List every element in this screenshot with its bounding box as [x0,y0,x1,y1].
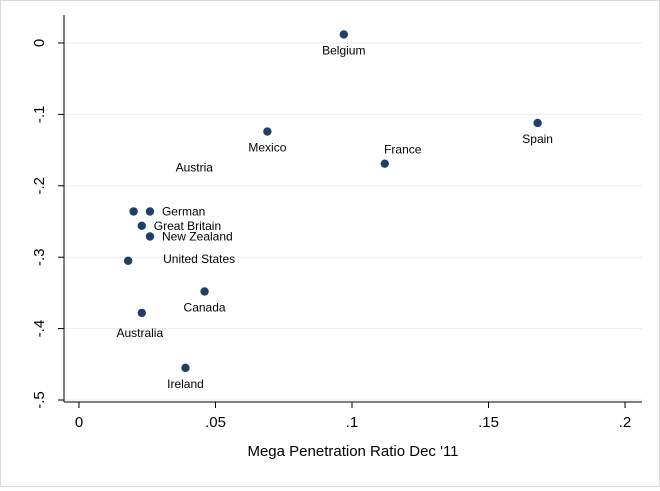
point-label: United States [163,252,235,266]
point-labels: Belgium Spain Mexico France Austria GermanGre… [116,43,553,390]
point-label: Mexico [248,141,286,155]
point-label: Great Britain [154,219,221,233]
data-point [181,363,190,373]
point-label: New Zealand [162,229,233,243]
y-tick-label: -.1 [31,106,48,124]
data-point [123,256,133,265]
y-tick-label: 0 [31,39,48,47]
axes [58,15,642,408]
grid-lines [64,42,642,401]
plot-area [64,15,642,415]
y-tick-label: -.3 [31,248,48,266]
point-label: Austria [176,161,214,175]
data-point [145,207,155,216]
x-tick-label: .15 [478,414,499,431]
data-point [533,118,542,128]
data-point [137,221,146,230]
x-tick-label: .1 [346,414,359,431]
point-label: Belgium [322,43,365,57]
point-label: Australia [116,326,163,340]
data-point [380,159,389,168]
x-tick-label: 0 [75,414,83,431]
y-tick-label: -.4 [31,320,48,338]
data-point [339,30,349,39]
point-label: France [384,143,422,157]
x-tick-label: .2 [619,414,632,431]
data-point [200,287,209,296]
x-axis-title: Mega Penetration Ratio Dec '11 [247,443,458,460]
point-label: Spain [522,132,553,146]
tick-labels: 0 -.1 -.2 -.3 -.4 -.5 0 .05 .1 .15 .2 [31,39,631,431]
data-point [137,308,146,318]
y-tick-label: -.2 [31,177,48,195]
point-label: German [162,205,205,219]
x-tick-label: .05 [205,414,226,431]
point-label: Ireland [167,377,204,391]
data-point [263,127,272,136]
y-tick-label: -.5 [31,391,48,409]
data-points [123,30,542,373]
data-point [145,232,155,241]
data-point [129,207,138,216]
point-label: Canada [184,300,226,314]
